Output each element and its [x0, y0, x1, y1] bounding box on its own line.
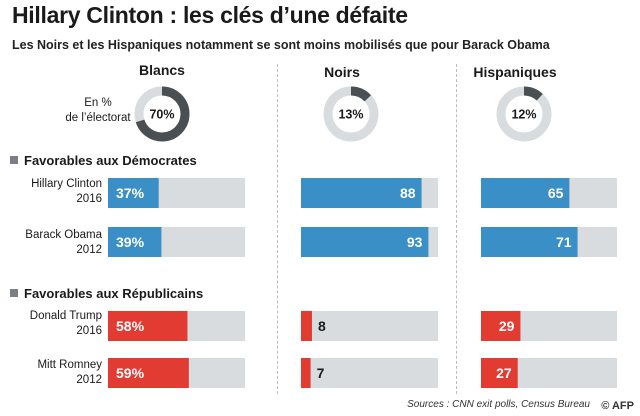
bar-track-donald-trump-noirs — [301, 311, 438, 341]
bar-label-barack-obama-blancs: 39% — [116, 234, 145, 250]
row-label-barack-obama: Barack Obama 2012 — [12, 228, 102, 258]
row-label-donald-trump: Donald Trump 2016 — [12, 309, 102, 339]
section-democrats: Favorables aux Démocrates — [10, 153, 197, 168]
bar-barack-obama-hispaniques — [481, 227, 578, 257]
row-label-year: 2012 — [76, 374, 102, 386]
bar-donald-trump-hispaniques — [481, 311, 521, 341]
group-header-noirs: Noirs — [324, 64, 360, 80]
row-label-hillary-clinton: Hillary Clinton 2016 — [12, 177, 102, 207]
page-title: Hillary Clinton : les clés d’une défaite — [12, 2, 408, 28]
group-header-blancs: Blancs — [139, 62, 185, 78]
bar-label-donald-trump-blancs: 58% — [116, 318, 145, 334]
bar-label-barack-obama-hispaniques: 71 — [556, 234, 572, 250]
bar-barack-obama-blancs — [108, 227, 162, 257]
bar-hillary-clinton-noirs — [301, 178, 422, 208]
bar-donald-trump-noirs — [301, 311, 312, 341]
section-square-icon — [10, 289, 18, 297]
row-label-year: 2016 — [76, 193, 102, 205]
bar-label-barack-obama-noirs: 93 — [407, 234, 423, 250]
bar-label-mitt-romney-hispaniques: 27 — [496, 365, 512, 381]
bar-hillary-clinton-blancs — [108, 178, 159, 208]
donut-arc-blancs — [134, 86, 190, 142]
bar-mitt-romney-blancs — [108, 358, 189, 388]
section-democrats-label: Favorables aux Démocrates — [24, 153, 197, 168]
afp-logo: © AFP — [601, 400, 634, 412]
bar-donald-trump-blancs — [108, 311, 188, 341]
bar-label-donald-trump-noirs: 8 — [318, 318, 326, 334]
donut-label-hispaniques: 12% — [511, 108, 536, 122]
column-divider-2 — [456, 64, 457, 394]
group-header-hispaniques: Hispaniques — [473, 64, 557, 80]
row-label-year: 2016 — [76, 325, 102, 337]
bar-barack-obama-noirs — [301, 227, 429, 257]
row-label-name: Barack Obama — [25, 229, 102, 241]
row-label-name: Hillary Clinton — [31, 178, 102, 190]
bar-label-hillary-clinton-blancs: 37% — [116, 185, 145, 201]
electorate-share-label-line1: En % — [84, 97, 112, 109]
electorate-share-label: En % de l’électorat — [58, 96, 138, 126]
bar-track-mitt-romney-noirs — [301, 358, 438, 388]
electorate-share-label-line2: de l’électorat — [65, 112, 131, 124]
row-label-year: 2012 — [76, 244, 102, 256]
section-republicans-label: Favorables aux Républicains — [24, 286, 204, 301]
bar-label-mitt-romney-blancs: 59% — [116, 365, 145, 381]
bar-mitt-romney-hispaniques — [481, 358, 518, 388]
donut-arc-noirs — [323, 86, 379, 142]
page-subtitle: Les Noirs et les Hispaniques notamment s… — [12, 38, 550, 52]
donut-arc-hispaniques — [496, 86, 552, 142]
source-note: Sources : CNN exit polls, Census Bureau — [407, 399, 590, 410]
bar-label-hillary-clinton-hispaniques: 65 — [548, 185, 564, 201]
row-label-name: Donald Trump — [29, 310, 102, 322]
bar-label-hillary-clinton-noirs: 88 — [400, 185, 416, 201]
column-divider-1 — [277, 64, 278, 394]
section-square-icon — [10, 156, 18, 164]
bar-label-donald-trump-hispaniques: 29 — [499, 318, 515, 334]
row-label-name: Mitt Romney — [37, 359, 102, 371]
bar-hillary-clinton-hispaniques — [481, 178, 570, 208]
bar-label-mitt-romney-noirs: 7 — [317, 365, 325, 381]
donut-label-blancs: 70% — [149, 108, 174, 122]
section-republicans: Favorables aux Républicains — [10, 286, 203, 301]
bar-mitt-romney-noirs — [301, 358, 311, 388]
donut-label-noirs: 13% — [338, 108, 363, 122]
row-label-mitt-romney: Mitt Romney 2012 — [12, 358, 102, 388]
